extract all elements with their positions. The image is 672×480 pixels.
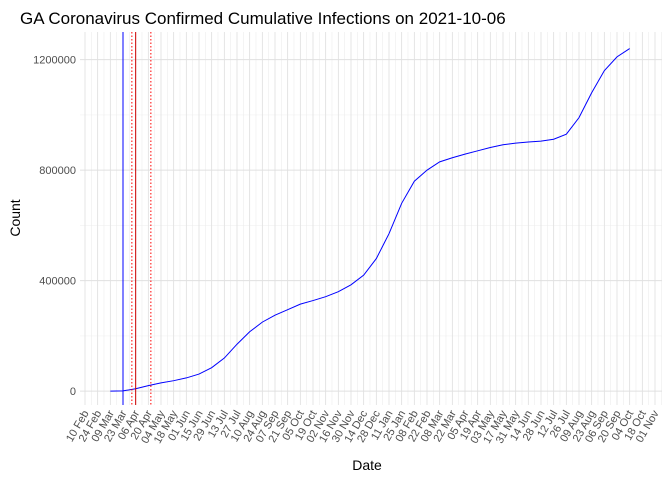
y-tick-label: 800000 [39,165,76,177]
y-tick-label: 1200000 [33,55,76,67]
data-line [110,48,630,392]
y-axis-title: Count [7,199,23,236]
x-axis-title: Date [352,457,382,473]
chart-title: GA Coronavirus Confirmed Cumulative Infe… [20,9,506,28]
y-tick-label: 400000 [39,276,76,288]
y-tick-label: 0 [70,386,76,398]
